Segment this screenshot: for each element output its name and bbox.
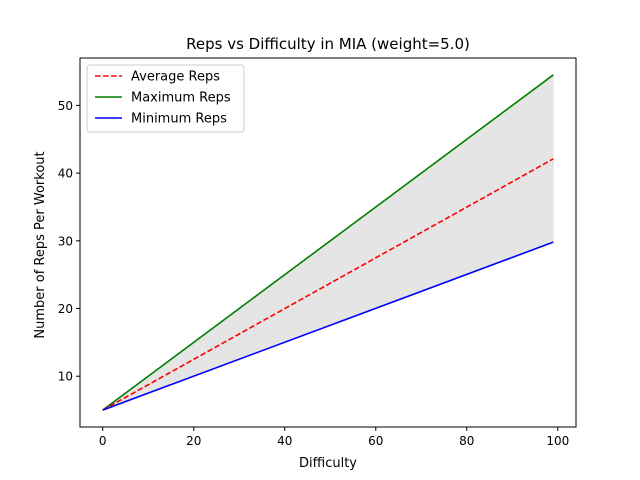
series-line-maximum-reps: [102, 74, 554, 411]
legend-box: [86, 64, 245, 133]
chart-title: Reps vs Difficulty in MIA (weight=5.0): [186, 35, 470, 53]
legend-label: Maximum Reps: [131, 91, 231, 106]
axes-frame: [79, 57, 577, 428]
y-tick-label: 40: [58, 167, 73, 181]
y-tick-label: 30: [58, 234, 73, 248]
series-line-minimum-reps: [102, 241, 554, 411]
x-tick-label: 60: [368, 434, 383, 448]
x-axis-label: Difficulty: [299, 456, 357, 471]
x-tick-label: 20: [186, 434, 201, 448]
x-tick-label: 40: [277, 434, 292, 448]
series-line-average-reps: [102, 158, 554, 411]
legend: Average Reps Maximum Reps Minimum Reps: [86, 64, 245, 133]
x-tick-label: 0: [99, 434, 107, 448]
x-tick-label: 100: [546, 434, 569, 448]
y-tick-label: 20: [58, 302, 73, 316]
y-tick-label: 10: [58, 370, 73, 384]
legend-label: Minimum Reps: [131, 112, 227, 127]
y-tick-label: 50: [58, 99, 73, 113]
y-axis-label: Number of Reps Per Workout: [33, 151, 48, 338]
legend-label: Average Reps: [131, 70, 220, 85]
plot-area: 0 20 40 60 80 100 10 20 30 40 50 Average Reps Maximu…: [58, 57, 577, 448]
x-tick-label: 80: [459, 434, 474, 448]
